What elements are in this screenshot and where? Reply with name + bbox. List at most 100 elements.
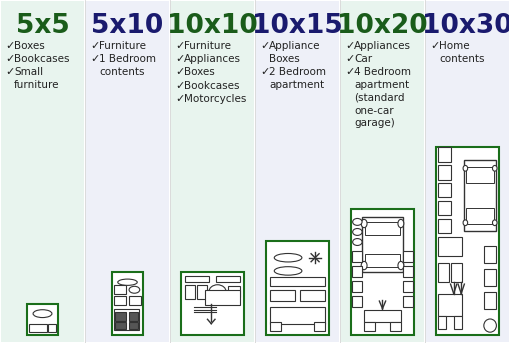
Text: Small: Small bbox=[14, 68, 43, 78]
Text: ✓: ✓ bbox=[5, 68, 14, 78]
Text: ✓: ✓ bbox=[344, 68, 354, 78]
Bar bbox=[269, 276, 325, 286]
Ellipse shape bbox=[360, 261, 366, 270]
Bar bbox=[402, 296, 412, 307]
Bar bbox=[437, 294, 461, 316]
Text: 10x20: 10x20 bbox=[336, 13, 427, 39]
Bar bbox=[437, 165, 449, 179]
Ellipse shape bbox=[397, 220, 403, 228]
Ellipse shape bbox=[274, 267, 301, 275]
Bar bbox=[269, 307, 325, 324]
Text: 2 Bedroom: 2 Bedroom bbox=[268, 68, 325, 78]
Bar bbox=[483, 269, 495, 286]
Text: Boxes: Boxes bbox=[268, 54, 299, 64]
Bar bbox=[266, 241, 328, 335]
Text: ✓: ✓ bbox=[344, 41, 354, 51]
Bar bbox=[216, 276, 240, 282]
Bar bbox=[114, 296, 126, 305]
Bar bbox=[350, 209, 413, 335]
Text: ✓: ✓ bbox=[175, 68, 184, 78]
Bar bbox=[352, 266, 362, 277]
Bar bbox=[228, 286, 240, 297]
Text: Boxes: Boxes bbox=[14, 41, 45, 51]
Text: 5x5: 5x5 bbox=[16, 13, 69, 39]
Bar bbox=[465, 167, 493, 182]
Bar bbox=[402, 281, 412, 292]
Text: contents: contents bbox=[438, 54, 484, 64]
Bar bbox=[341, 1, 423, 342]
Bar bbox=[483, 292, 495, 309]
Text: contents: contents bbox=[99, 67, 144, 77]
Text: garage): garage) bbox=[353, 118, 394, 128]
Bar bbox=[437, 147, 449, 162]
Text: Motorcycles: Motorcycles bbox=[184, 94, 246, 104]
Ellipse shape bbox=[360, 220, 366, 228]
Ellipse shape bbox=[129, 286, 139, 293]
Ellipse shape bbox=[352, 218, 361, 225]
Bar bbox=[299, 290, 325, 301]
Bar bbox=[27, 304, 58, 335]
Ellipse shape bbox=[33, 310, 52, 318]
Bar bbox=[352, 296, 362, 307]
Text: Appliances: Appliances bbox=[353, 41, 410, 51]
Text: apartment: apartment bbox=[353, 80, 408, 90]
Bar bbox=[29, 324, 46, 332]
Text: Furniture: Furniture bbox=[99, 41, 146, 51]
Bar bbox=[435, 146, 498, 335]
Bar bbox=[269, 290, 294, 301]
Bar bbox=[364, 222, 399, 235]
Bar bbox=[48, 324, 55, 332]
Text: apartment: apartment bbox=[268, 80, 324, 90]
Text: Bookcases: Bookcases bbox=[14, 54, 69, 64]
Bar bbox=[114, 309, 139, 330]
Bar bbox=[363, 310, 401, 322]
Text: ✓: ✓ bbox=[260, 41, 269, 51]
Bar bbox=[402, 251, 412, 262]
Text: ✓: ✓ bbox=[90, 41, 99, 51]
Text: ✓: ✓ bbox=[260, 68, 269, 78]
Bar bbox=[465, 209, 493, 224]
Ellipse shape bbox=[397, 261, 403, 270]
Bar bbox=[196, 285, 207, 298]
Ellipse shape bbox=[208, 285, 226, 300]
Bar bbox=[352, 281, 362, 292]
Ellipse shape bbox=[462, 165, 467, 171]
Bar bbox=[352, 251, 362, 262]
Text: 1 Bedroom: 1 Bedroom bbox=[99, 54, 156, 64]
Ellipse shape bbox=[492, 165, 496, 171]
Text: Home: Home bbox=[438, 41, 469, 51]
Text: ✓: ✓ bbox=[175, 94, 184, 104]
Bar bbox=[363, 322, 374, 331]
Bar bbox=[184, 285, 194, 298]
Text: ✓: ✓ bbox=[175, 54, 184, 64]
Ellipse shape bbox=[492, 220, 496, 226]
Ellipse shape bbox=[352, 228, 361, 235]
Text: Furniture: Furniture bbox=[184, 41, 231, 51]
Bar bbox=[205, 290, 240, 305]
Bar bbox=[437, 183, 449, 198]
Text: 10x30: 10x30 bbox=[421, 13, 509, 39]
Text: ✓: ✓ bbox=[175, 81, 184, 91]
Bar bbox=[129, 312, 137, 321]
Text: 10x15: 10x15 bbox=[251, 13, 342, 39]
Text: ✓: ✓ bbox=[90, 54, 99, 64]
Bar bbox=[364, 255, 399, 267]
Text: ✓: ✓ bbox=[344, 54, 354, 64]
Bar bbox=[389, 322, 401, 331]
Bar bbox=[361, 217, 402, 272]
Bar bbox=[437, 263, 448, 282]
Ellipse shape bbox=[352, 239, 361, 246]
Bar bbox=[129, 322, 137, 329]
Ellipse shape bbox=[118, 279, 137, 285]
Bar bbox=[437, 237, 461, 256]
Bar bbox=[450, 263, 461, 282]
Bar bbox=[437, 219, 449, 233]
Text: 5x10: 5x10 bbox=[91, 13, 163, 39]
Text: Bookcases: Bookcases bbox=[184, 81, 239, 91]
Text: Appliances: Appliances bbox=[184, 54, 241, 64]
Bar bbox=[313, 322, 325, 331]
Text: Appliance: Appliance bbox=[268, 41, 320, 51]
Bar bbox=[425, 1, 508, 342]
Text: ✓: ✓ bbox=[5, 41, 14, 51]
Bar bbox=[437, 201, 449, 215]
